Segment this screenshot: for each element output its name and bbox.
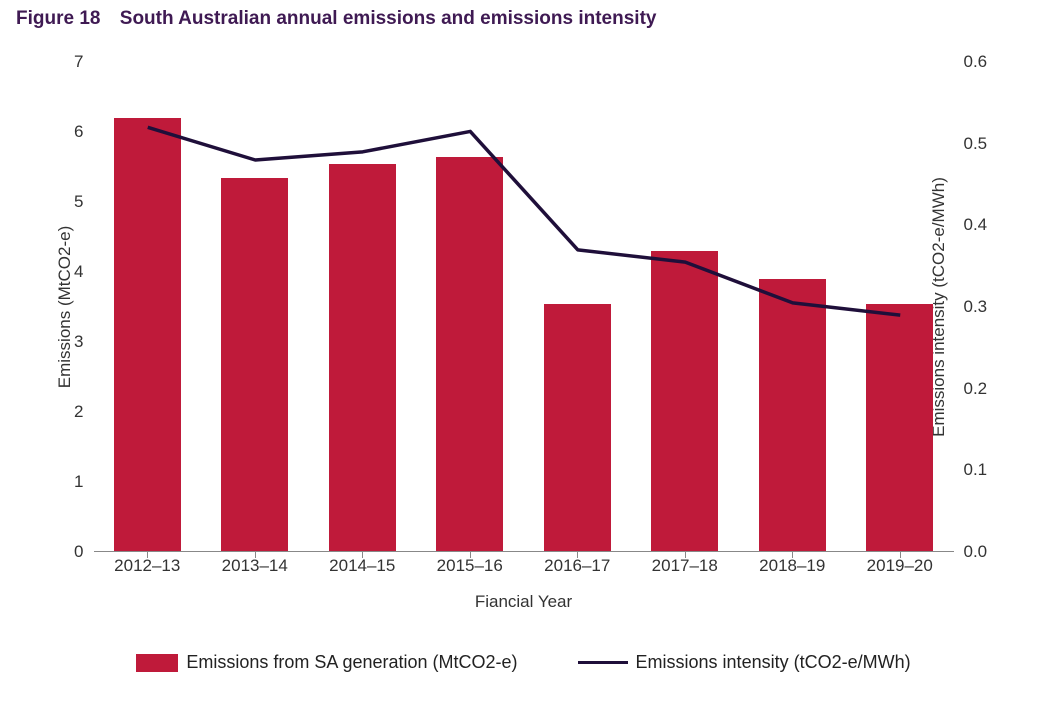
y-right-ticks: 0.00.10.20.30.40.50.6 [964,62,1024,552]
legend-line-swatch [578,661,628,664]
x-tick-label: 2016–17 [544,556,610,576]
x-tick-label: 2018–19 [759,556,825,576]
chart-container: 01234567 0.00.10.20.30.40.50.6 Emissions… [14,42,1034,632]
x-axis-line [94,551,954,552]
x-axis-label: Fiancial Year [14,592,1034,612]
line-layer [94,62,954,552]
y-right-tick: 0.0 [964,542,1024,562]
y-right-tick: 0.6 [964,52,1024,72]
x-ticks: 2012–13 2013–14 2014–15 2015–16 2016–17 2017–… [94,556,954,580]
y-left-tick: 2 [24,402,84,422]
legend-bar-label: Emissions from SA generation (MtCO2-e) [186,652,517,673]
y-left-tick: 5 [24,192,84,212]
x-tick-label: 2019–20 [867,556,933,576]
y-left-axis-label: Emissions (MtCO2-e) [55,226,75,388]
y-left-tick: 1 [24,472,84,492]
x-tick-label: 2015–16 [437,556,503,576]
y-right-tick: 0.4 [964,215,1024,235]
x-tick-label: 2012–13 [114,556,180,576]
plot-area: Emissions (MtCO2-e) Emissions intensity … [94,62,954,552]
y-right-tick: 0.5 [964,134,1024,154]
legend: Emissions from SA generation (MtCO2-e) E… [8,652,1039,673]
figure-title: Figure 18 South Australian annual emissi… [8,8,1039,30]
y-left-tick: 7 [24,52,84,72]
legend-item-bars: Emissions from SA generation (MtCO2-e) [136,652,517,673]
x-tick-label: 2017–18 [652,556,718,576]
y-left-tick: 6 [24,122,84,142]
figure-number: Figure 18 [16,8,100,29]
x-tick-label: 2014–15 [329,556,395,576]
y-right-tick: 0.1 [964,460,1024,480]
legend-line-label: Emissions intensity (tCO2-e/MWh) [636,652,911,673]
y-left-tick: 0 [24,542,84,562]
x-tick-label: 2013–14 [222,556,288,576]
figure-title-text: South Australian annual emissions and em… [120,8,657,29]
y-right-tick: 0.2 [964,379,1024,399]
legend-bar-swatch [136,654,178,672]
legend-item-line: Emissions intensity (tCO2-e/MWh) [578,652,911,673]
y-right-tick: 0.3 [964,297,1024,317]
intensity-line [147,127,900,315]
